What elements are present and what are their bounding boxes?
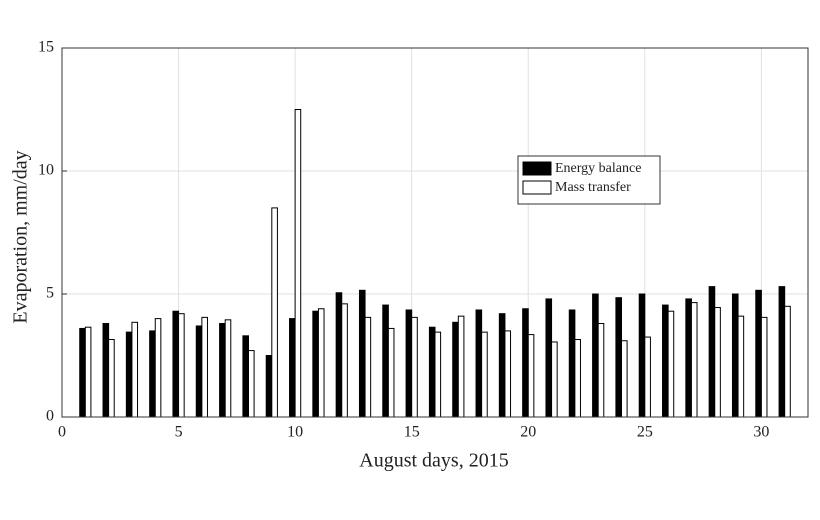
bar (265, 355, 273, 418)
bar (452, 321, 459, 418)
bar (154, 318, 162, 418)
bar (358, 289, 366, 418)
legend-swatch (522, 161, 552, 176)
bar (644, 336, 651, 418)
legend-swatch (522, 180, 552, 195)
bar (667, 310, 675, 418)
x-tick-label: 5 (175, 424, 183, 441)
bar (172, 310, 180, 418)
bar (568, 309, 576, 418)
bar (382, 304, 389, 418)
legend-label: Energy balance (555, 161, 641, 176)
bar (457, 315, 465, 418)
bar (131, 321, 139, 418)
bar (755, 289, 762, 418)
bar (364, 316, 372, 418)
y-tick-label: 15 (38, 39, 54, 56)
bar (638, 293, 646, 418)
bar (195, 325, 203, 418)
bar (522, 308, 529, 418)
bar (341, 303, 348, 418)
bar (271, 207, 278, 418)
bar (545, 298, 553, 418)
bar (224, 319, 232, 418)
bar (784, 305, 791, 418)
bar (108, 339, 115, 418)
bar (737, 315, 745, 418)
bar (79, 327, 86, 418)
bar (708, 286, 716, 418)
bar (411, 316, 418, 418)
bar (84, 326, 92, 418)
bar (690, 302, 698, 418)
y-tick-label: 10 (38, 162, 54, 179)
x-axis-label: August days, 2015 (359, 450, 508, 472)
bar (317, 308, 325, 418)
bar (335, 292, 343, 418)
bar (481, 331, 488, 418)
x-tick-label: 15 (404, 424, 420, 441)
bar (574, 339, 581, 418)
bar (621, 340, 628, 418)
bar (662, 304, 669, 418)
bar (551, 341, 558, 418)
bar (387, 327, 395, 418)
bar (760, 316, 768, 418)
bar (312, 310, 319, 418)
bar (685, 298, 692, 418)
bar (475, 309, 483, 418)
bar (498, 313, 506, 418)
bar (102, 323, 110, 418)
plot-frame (61, 47, 809, 418)
y-tick-label: 0 (46, 408, 54, 425)
bar (434, 331, 442, 418)
bar (527, 334, 535, 418)
x-tick-label: 25 (637, 424, 653, 441)
legend-label: Mass transfer (555, 180, 631, 195)
x-tick-label: 0 (58, 424, 66, 441)
bar (597, 323, 605, 418)
bar (615, 297, 623, 418)
x-tick-label: 30 (753, 424, 769, 441)
bar (731, 293, 739, 418)
bar (219, 323, 226, 418)
bar (294, 109, 302, 418)
y-tick-label: 5 (46, 285, 54, 302)
x-tick-label: 20 (520, 424, 536, 441)
bar (592, 293, 599, 418)
bar (428, 326, 436, 418)
bar (201, 316, 208, 418)
bar (242, 335, 249, 418)
bar (504, 330, 512, 418)
bar (714, 307, 721, 418)
bar (149, 330, 156, 418)
bar (125, 331, 133, 418)
bar (289, 318, 296, 418)
x-tick-label: 10 (287, 424, 303, 441)
bar (405, 309, 413, 418)
bar (248, 350, 255, 418)
y-axis-label: Evaporation, mm/day (10, 150, 32, 323)
bar (178, 313, 185, 418)
bar (778, 286, 786, 418)
